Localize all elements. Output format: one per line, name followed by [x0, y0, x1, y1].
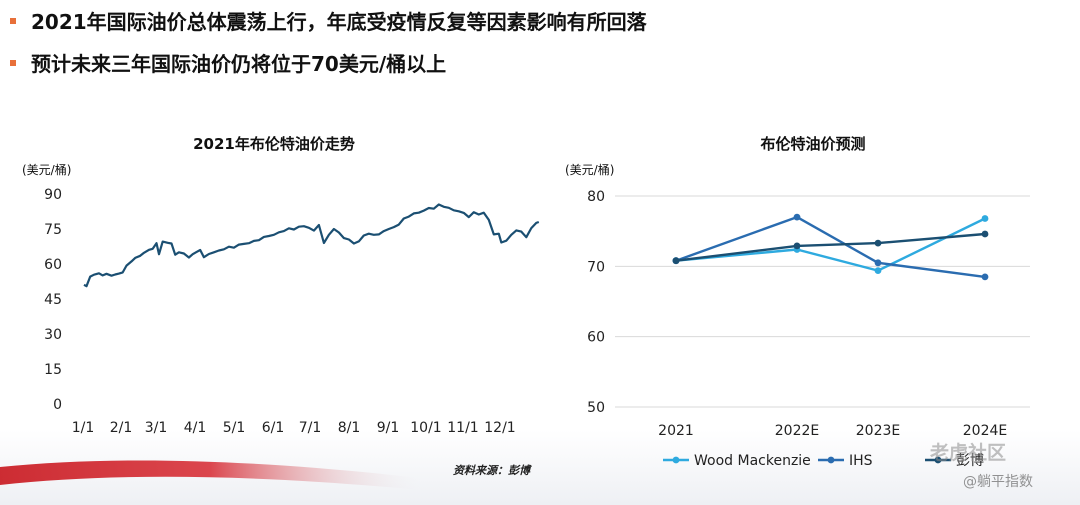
chart2-data-point [874, 259, 882, 267]
chart1-y-tick-label: 75 [44, 222, 62, 238]
chart1-x-tick-label: 11/1 [447, 420, 478, 436]
chart1-x-tick-label: 3/1 [145, 420, 168, 436]
chart2-y-tick-label: 60 [587, 330, 605, 346]
brent-forecast-chart: 布伦特油价预测 (美元/桶) 50 60 70 80 2021 2022E 2023E 20… [565, 135, 1030, 469]
chart1-x-tick-label: 10/1 [410, 420, 441, 436]
bullet-1-text: 2021年国际油价总体震荡上行，年底受疫情反复等因素影响有所回落 [31, 10, 647, 34]
chart2-data-point [793, 213, 801, 221]
chart1-x-tick-label: 7/1 [299, 420, 322, 436]
chart1-x-tick-label: 12/1 [484, 420, 515, 436]
chart1-x-tick-label: 6/1 [262, 420, 285, 436]
legend-label: 彭博 [956, 452, 984, 469]
chart2-data-point [793, 242, 801, 250]
watermark-handle: @躺平指数 [963, 474, 1033, 490]
chart1-title: 2021年布伦特油价走势 [193, 135, 355, 153]
chart1-x-tick-label: 9/1 [377, 420, 400, 436]
chart1-y-tick-label: 0 [53, 397, 62, 413]
chart1-y-tick-label: 15 [44, 362, 62, 378]
legend-swatch-marker [672, 456, 680, 464]
bullet-1: 2021年国际油价总体震荡上行，年底受疫情反复等因素影响有所回落 [10, 6, 647, 35]
chart2-series-line [675, 215, 986, 279]
chart1-series-line [83, 203, 540, 288]
chart2-x-tick-label: 2024E [963, 423, 1007, 439]
chart2-title: 布伦特油价预测 [760, 135, 865, 153]
chart1-x-tick-label: 5/1 [223, 420, 246, 436]
bullet-marker-icon [10, 59, 16, 66]
legend-label: Wood Mackenzie [694, 453, 811, 469]
chart1-y-tick-label: 60 [44, 257, 62, 273]
chart2-data-point [874, 267, 882, 274]
chart2-data-point [672, 257, 680, 265]
bullet-2-text: 预计未来三年国际油价仍将位于70美元/桶以上 [31, 52, 447, 76]
chart2-y-tick-label: 80 [587, 189, 605, 205]
chart2-x-tick-label: 2022E [775, 423, 819, 439]
source-note: 资料来源：彭博 [453, 464, 530, 477]
legend-label: IHS [849, 453, 873, 469]
chart2-data-point [981, 273, 989, 281]
chart2-x-tick-label: 2021 [658, 423, 694, 439]
chart2-series-line [675, 232, 986, 262]
chart1-y-unit: (美元/桶) [22, 162, 71, 177]
legend-swatch-marker [934, 456, 942, 464]
chart2-data-point [981, 230, 989, 238]
chart1-y-tick-label: 45 [44, 292, 62, 308]
chart1-y-tick-label: 30 [44, 327, 62, 343]
chart1-x-tick-label: 4/1 [184, 420, 207, 436]
bullet-marker-icon [10, 17, 16, 24]
chart1-y-tick-label: 90 [44, 187, 62, 203]
watermark-logo: 老虎社区 [930, 442, 1007, 464]
chart1-x-tick-label: 2/1 [110, 420, 133, 436]
brent-2021-chart: 2021年布伦特油价走势 (美元/桶) 0 15 30 45 60 75 90 1/1 2/1… [22, 135, 540, 436]
bullet-2: 预计未来三年国际油价仍将位于70美元/桶以上 [10, 48, 446, 77]
chart1-x-tick-label: 8/1 [338, 420, 361, 436]
chart2-y-tick-label: 70 [587, 259, 605, 275]
chart2-y-tick-label: 50 [587, 400, 605, 416]
legend-swatch-marker [827, 456, 835, 464]
chart2-data-point [981, 215, 989, 222]
chart2-data-point [874, 239, 882, 247]
chart2-series-line [675, 217, 986, 272]
chart1-x-tick-label: 1/1 [72, 420, 95, 436]
chart2-x-tick-label: 2023E [856, 423, 900, 439]
chart2-y-unit: (美元/桶) [565, 162, 614, 177]
